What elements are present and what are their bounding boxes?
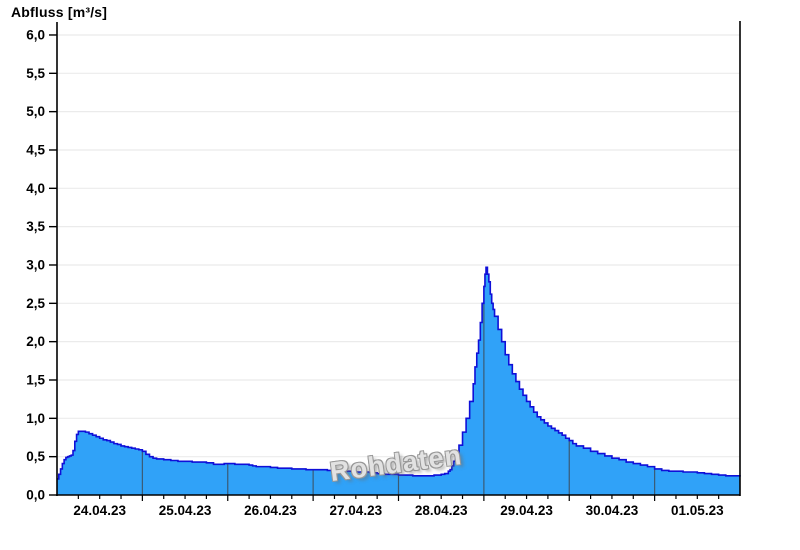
chart-title: Abfluss [m³/s] — [11, 4, 108, 20]
svg-text:24.04.23: 24.04.23 — [73, 503, 126, 518]
svg-text:1,0: 1,0 — [26, 411, 45, 426]
svg-text:25.04.23: 25.04.23 — [159, 503, 212, 518]
svg-text:2,5: 2,5 — [26, 296, 45, 311]
svg-text:29.04.23: 29.04.23 — [500, 503, 553, 518]
svg-text:30.04.23: 30.04.23 — [586, 503, 639, 518]
svg-text:01.05.23: 01.05.23 — [671, 503, 724, 518]
series-line — [57, 266, 741, 480]
svg-text:5,5: 5,5 — [26, 66, 45, 81]
svg-text:27.04.23: 27.04.23 — [330, 503, 383, 518]
axes — [56, 21, 741, 496]
svg-text:3,5: 3,5 — [26, 219, 45, 234]
svg-text:0,5: 0,5 — [26, 449, 45, 464]
svg-text:28.04.23: 28.04.23 — [415, 503, 468, 518]
svg-text:5,0: 5,0 — [26, 104, 45, 119]
y-gridlines — [58, 34, 740, 458]
svg-text:6,0: 6,0 — [26, 27, 45, 42]
x-tick-labels: 24.04.23 25.04.23 26.04.23 27.04.23 28.04.23… — [73, 503, 724, 518]
svg-text:3,0: 3,0 — [26, 257, 45, 272]
x-ticks — [77, 495, 720, 501]
svg-text:26.04.23: 26.04.23 — [244, 503, 297, 518]
svg-text:4,5: 4,5 — [26, 142, 45, 157]
svg-text:4,0: 4,0 — [26, 181, 45, 196]
y-tick-labels: 0,0 0,5 1,0 1,5 2,0 2,5 3,0 3,5 4,0 4,5 5,0 5,5 6,0 — [26, 27, 57, 503]
svg-text:0,0: 0,0 — [26, 488, 45, 503]
svg-text:2,0: 2,0 — [26, 334, 45, 349]
svg-text:1,5: 1,5 — [26, 372, 45, 387]
area-fill — [57, 267, 740, 495]
day-boundary-lines — [141, 267, 656, 495]
